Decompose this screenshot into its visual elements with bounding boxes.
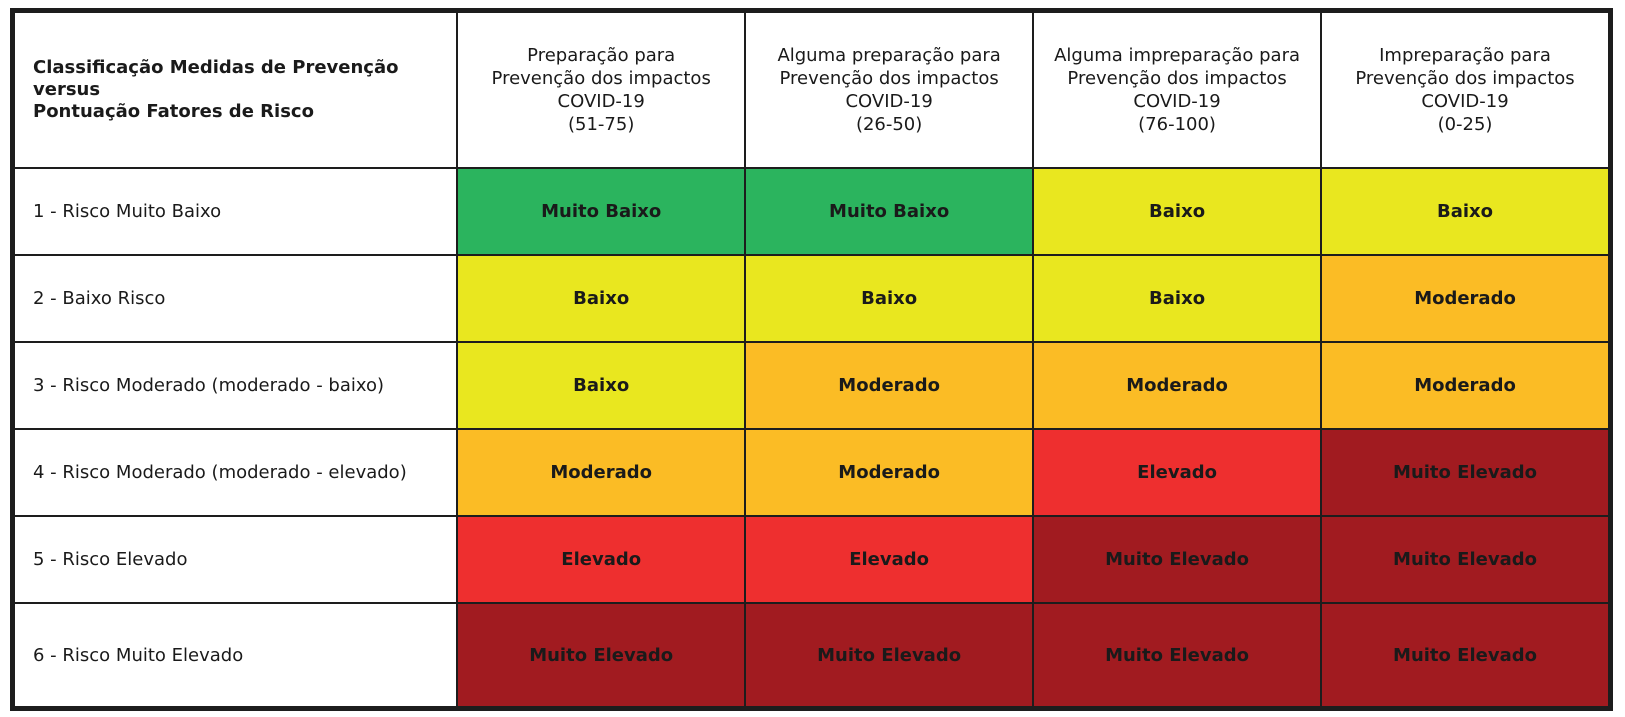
risk-cell: Muito Elevado [1032,515,1323,604]
column-header-line: (76-100) [1138,114,1216,135]
corner-header-line: Classificação Medidas de Prevenção [33,57,399,78]
risk-cell: Baixo [1032,167,1323,256]
column-header-line: (51-75) [568,114,635,135]
risk-cell: Baixo [744,254,1035,343]
column-header-line: Impreparação para [1379,45,1551,66]
table-row: 3 - Risco Moderado (moderado - baixo) Ba… [12,341,1610,430]
risk-cell: Muito Baixo [744,167,1035,256]
column-header-line: Preparação para [527,45,676,66]
risk-cell: Muito Baixo [456,167,747,256]
table-row: 5 - Risco Elevado Elevado Elevado Muito … [12,515,1610,604]
risk-cell: Elevado [744,515,1035,604]
column-header-line: COVID-19 [557,91,645,112]
column-header-line: Alguma preparação para [777,45,1001,66]
row-header: 2 - Baixo Risco [12,254,459,343]
risk-cell: Muito Elevado [1320,602,1610,708]
row-header: 6 - Risco Muito Elevado [12,602,459,708]
column-header-line: Prevenção dos impactos [491,68,711,89]
corner-header: Classificação Medidas de Prevenção versu… [12,11,459,169]
table-row: 6 - Risco Muito Elevado Muito Elevado Mu… [12,602,1610,708]
risk-cell: Baixo [1032,254,1323,343]
risk-cell: Muito Elevado [744,602,1035,708]
row-header: 1 - Risco Muito Baixo [12,167,459,256]
risk-cell: Moderado [1320,341,1610,430]
column-header-alguma-impreparacao: Alguma impreparação para Prevenção dos i… [1032,11,1323,169]
risk-cell: Muito Elevado [1320,515,1610,604]
risk-cell: Moderado [1320,254,1610,343]
column-header-line: (26-50) [855,114,923,135]
table-row: 4 - Risco Moderado (moderado - elevado) … [12,428,1610,517]
column-header-line: Alguma impreparação para [1054,45,1301,66]
column-header-line: Prevenção dos impactos [1355,68,1575,89]
risk-cell: Moderado [744,428,1035,517]
row-header: 5 - Risco Elevado [12,515,459,604]
risk-cell: Baixo [456,341,747,430]
row-header: 4 - Risco Moderado (moderado - elevado) [12,428,459,517]
risk-cell: Moderado [1032,341,1323,430]
risk-cell: Baixo [456,254,747,343]
column-header-line: (0-25) [1437,114,1493,135]
corner-header-line: versus [33,79,101,100]
risk-cell: Muito Elevado [1320,428,1610,517]
risk-cell: Moderado [456,428,747,517]
column-header-line: COVID-19 [1421,91,1509,112]
corner-header-line: Pontuação Fatores de Risco [33,101,314,122]
risk-cell: Baixo [1320,167,1610,256]
column-header-line: Prevenção dos impactos [1067,68,1287,89]
risk-matrix: Classificação Medidas de Prevenção versu… [10,8,1613,711]
header-row: Classificação Medidas de Prevenção versu… [12,11,1610,169]
column-header-line: COVID-19 [1133,91,1221,112]
column-header-line: Prevenção dos impactos [779,68,999,89]
risk-cell: Muito Elevado [1032,602,1323,708]
risk-cell: Elevado [456,515,747,604]
column-header-line: COVID-19 [845,91,933,112]
risk-matrix-table: Classificação Medidas de Prevenção versu… [12,11,1610,708]
column-header-preparacao: Preparação para Prevenção dos impactos C… [456,11,747,169]
column-header-alguma-preparacao: Alguma preparação para Prevenção dos imp… [744,11,1035,169]
table-row: 2 - Baixo Risco Baixo Baixo Baixo Modera… [12,254,1610,343]
row-header: 3 - Risco Moderado (moderado - baixo) [12,341,459,430]
risk-cell: Muito Elevado [456,602,747,708]
risk-cell: Moderado [744,341,1035,430]
table-row: 1 - Risco Muito Baixo Muito Baixo Muito … [12,167,1610,256]
risk-cell: Elevado [1032,428,1323,517]
column-header-impreparacao: Impreparação para Prevenção dos impactos… [1320,11,1610,169]
